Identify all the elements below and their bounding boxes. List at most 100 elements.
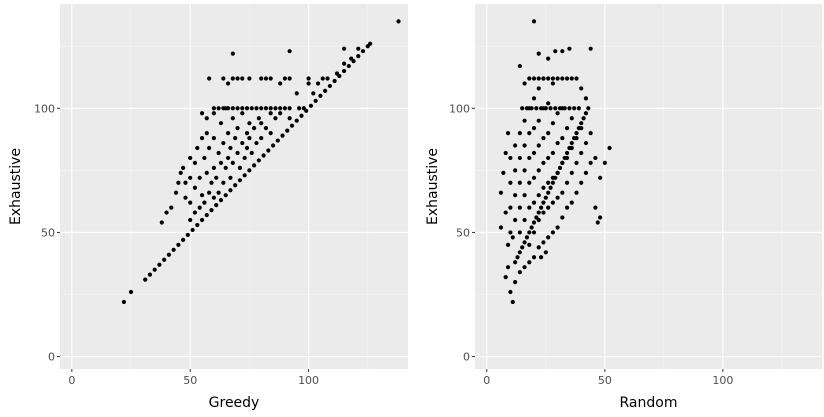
data-point (306, 76, 311, 81)
data-point (237, 165, 243, 170)
data-point (557, 165, 563, 170)
data-point (225, 106, 231, 111)
data-point (294, 91, 299, 96)
data-point (278, 106, 283, 111)
data-point (242, 155, 247, 161)
data-point (287, 49, 292, 54)
data-point (574, 131, 579, 136)
x-axis-title: Greedy (209, 395, 260, 411)
data-point (569, 116, 574, 121)
data-point (346, 63, 351, 69)
data-point (588, 160, 593, 166)
data-point (211, 106, 216, 111)
panel-2: 0 50 100 0 50 100 Random Exhaustive (425, 4, 822, 411)
data-point (334, 71, 340, 76)
data-point (285, 128, 290, 133)
data-point (294, 118, 299, 123)
data-point (256, 116, 261, 121)
data-point (259, 106, 264, 111)
data-point (192, 210, 198, 215)
data-point (536, 118, 541, 123)
data-point (508, 205, 513, 210)
data-point (216, 190, 221, 195)
data-point (221, 180, 226, 185)
data-point (503, 210, 508, 215)
data-point (560, 76, 565, 81)
data-point (531, 255, 537, 260)
data-point (341, 68, 347, 74)
data-point (550, 175, 555, 180)
data-point (143, 277, 148, 282)
data-point (252, 163, 257, 168)
data-point (311, 91, 316, 96)
data-point (297, 106, 302, 111)
data-point (247, 168, 252, 173)
data-point (550, 230, 555, 235)
data-point (249, 150, 254, 156)
x-tick-label: 50 (598, 374, 612, 387)
data-point (527, 131, 532, 136)
data-point (181, 237, 186, 242)
data-point (183, 195, 188, 200)
data-point (183, 180, 188, 185)
data-point (230, 116, 235, 121)
data-point (498, 225, 504, 230)
data-point (546, 190, 551, 195)
data-point (275, 138, 280, 143)
data-point (522, 168, 527, 173)
data-point (522, 143, 527, 148)
data-point (228, 145, 233, 151)
data-point (546, 180, 551, 185)
data-point (513, 279, 518, 285)
data-point (572, 106, 577, 111)
data-point (562, 106, 567, 111)
data-point (531, 150, 537, 156)
data-point (240, 76, 245, 81)
data-point (173, 190, 179, 195)
data-point (546, 101, 551, 106)
data-point (529, 225, 534, 230)
data-point (273, 116, 278, 121)
data-point (199, 135, 205, 141)
data-point (259, 76, 264, 81)
data-point (576, 106, 581, 111)
data-point (214, 175, 219, 180)
data-point (522, 217, 527, 223)
data-point (505, 131, 511, 136)
data-point (517, 230, 522, 235)
data-point (192, 160, 198, 166)
data-point (531, 19, 537, 24)
data-point (247, 135, 252, 141)
data-point (531, 126, 537, 131)
data-point (242, 173, 247, 178)
data-point (538, 106, 544, 111)
data-point (313, 98, 318, 103)
data-point (282, 76, 287, 81)
data-point (207, 145, 212, 151)
data-point (505, 265, 511, 270)
data-point (534, 106, 539, 111)
data-point (341, 46, 347, 51)
data-point (247, 121, 252, 126)
data-point (263, 106, 269, 111)
data-point (593, 205, 598, 210)
data-point (360, 49, 366, 54)
data-point (209, 180, 214, 185)
data-point (543, 106, 548, 111)
data-point (531, 96, 537, 101)
data-point (169, 205, 174, 210)
data-point (254, 140, 259, 146)
panel-1: 0 50 100 0 50 100 Greedy Exhaustive (8, 4, 408, 411)
data-point (555, 140, 560, 146)
data-point (216, 106, 221, 111)
data-point (195, 145, 200, 151)
data-point (261, 153, 266, 158)
data-point (147, 272, 153, 277)
data-point (513, 143, 518, 148)
data-point (164, 210, 169, 215)
data-point (555, 170, 560, 175)
data-point (287, 106, 292, 111)
data-point (259, 135, 264, 141)
data-point (287, 116, 292, 121)
data-point (508, 289, 513, 295)
